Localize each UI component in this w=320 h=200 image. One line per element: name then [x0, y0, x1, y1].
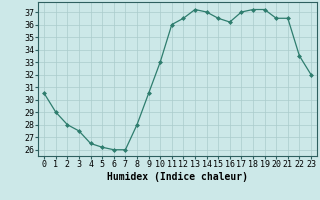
X-axis label: Humidex (Indice chaleur): Humidex (Indice chaleur)	[107, 172, 248, 182]
